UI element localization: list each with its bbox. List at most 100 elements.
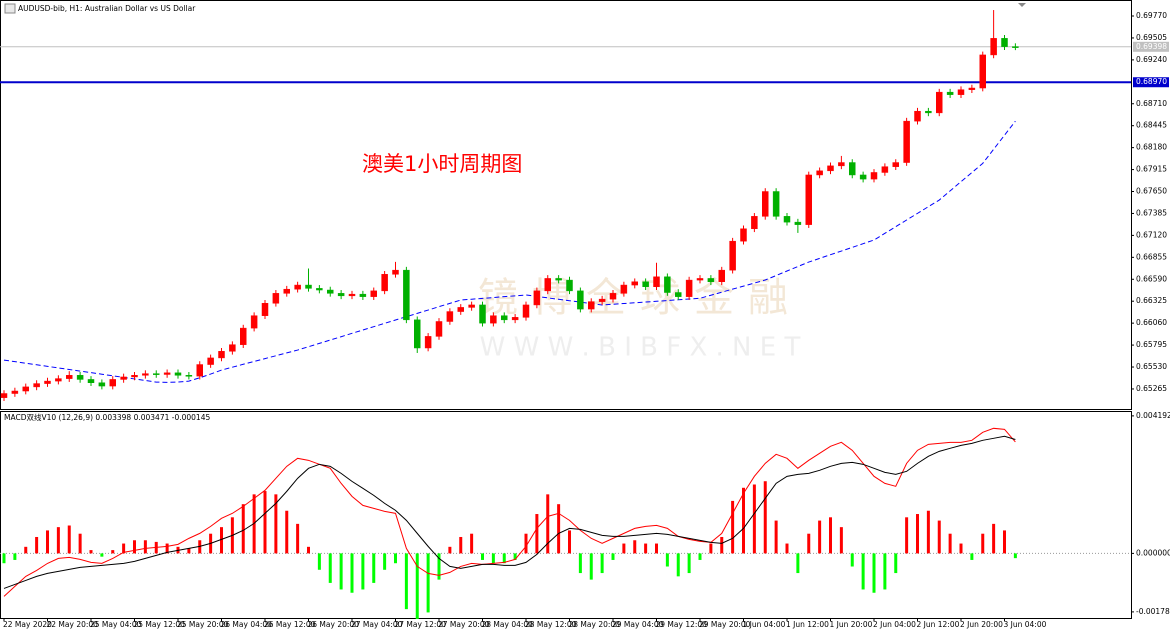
x-tick-label: 29 May 20:00 (699, 620, 751, 629)
x-tick-label: 26 May 12:00 (264, 620, 316, 629)
candle-body (337, 293, 345, 297)
x-tick-label: 29 May 12:00 (656, 620, 708, 629)
candle-body (696, 278, 704, 281)
candle-body (153, 373, 160, 375)
histogram-bar (1003, 530, 1006, 554)
candle-body (11, 390, 19, 394)
histogram-bar (687, 553, 691, 574)
y-tick-label: 0.68180 (1136, 143, 1167, 152)
histogram-bar (644, 543, 648, 554)
x-tick-label: 27 May 20:00 (438, 620, 490, 629)
candle-body (261, 303, 269, 316)
histogram-bar (557, 504, 561, 554)
candle-body (1012, 46, 1019, 48)
y-tick-label: -0.001784 (1136, 607, 1170, 616)
y-tick-label: 0.69770 (1136, 11, 1167, 20)
candle-body (892, 162, 899, 167)
histogram-bar (133, 540, 136, 554)
candle-body (925, 110, 932, 114)
histogram-bar (720, 536, 724, 554)
histogram-bar (67, 525, 71, 554)
histogram-bar (665, 553, 669, 567)
histogram-bar (894, 553, 898, 574)
candle-body (66, 375, 73, 379)
histogram-bar (578, 553, 582, 574)
y-tick-label: 0.69505 (1136, 33, 1167, 42)
histogram-bar (872, 553, 876, 593)
histogram-bar (426, 553, 430, 613)
candle-body (805, 174, 812, 225)
x-tick-label: 26 May 20:00 (308, 620, 360, 629)
histogram-bar (796, 553, 800, 574)
histogram-bar (524, 533, 528, 554)
histogram-bar (698, 553, 702, 560)
candle-body (598, 298, 606, 302)
candle-body (511, 317, 519, 321)
candle-body (294, 284, 301, 290)
candle-body (55, 378, 62, 382)
price-label: 0.68970 (1136, 77, 1167, 86)
histogram-bar (1013, 553, 1017, 559)
histogram-bar (285, 510, 289, 554)
y-tick-label: 0.68710 (1136, 99, 1167, 108)
candle-body (979, 54, 986, 89)
histogram-bar (241, 504, 245, 554)
histogram-bar (502, 553, 506, 564)
histogram-bar (317, 553, 321, 570)
histogram-bar (655, 543, 658, 554)
histogram-bar (437, 553, 441, 580)
candle-body (120, 376, 127, 380)
x-tick-label: 27 May 12:00 (395, 620, 447, 629)
y-tick-label: 0.66855 (1136, 252, 1167, 261)
y-tick-label: 0.65265 (1136, 384, 1167, 393)
histogram-bar (35, 536, 39, 554)
candle-body (577, 290, 584, 310)
candle-body (446, 311, 454, 322)
price-label-box (1133, 77, 1169, 88)
histogram-bar (339, 553, 343, 590)
histogram-bar (709, 543, 713, 554)
candle-body (370, 290, 377, 297)
candle-body (642, 281, 649, 287)
candle-body (490, 315, 497, 324)
histogram-bar (926, 510, 930, 554)
candle-body (751, 216, 758, 230)
candle-body (305, 284, 312, 289)
histogram-bar (274, 494, 278, 554)
x-tick-label: 2 Jun 04:00 (873, 620, 916, 629)
histogram-bar (56, 527, 60, 554)
candle-body (870, 172, 878, 180)
y-tick-label: 0.66325 (1136, 296, 1167, 305)
histogram-bar (513, 553, 517, 560)
candle-body (881, 166, 889, 173)
candle-body (859, 174, 867, 180)
histogram-bar (361, 553, 365, 590)
histogram-bar (818, 520, 822, 554)
histogram-bar (948, 533, 952, 554)
candle-body (903, 120, 910, 163)
histogram-bar (633, 540, 637, 554)
candle-body (240, 327, 247, 345)
candle-body (392, 269, 399, 275)
candle-body (827, 165, 834, 172)
histogram-bar (350, 553, 354, 593)
histogram-bar (143, 540, 147, 554)
histogram-bar (992, 523, 996, 554)
histogram-bar (111, 550, 115, 554)
candle-body (468, 304, 475, 308)
histogram-bar (763, 481, 767, 554)
candle-body (783, 216, 791, 223)
candle-body (718, 269, 725, 283)
histogram-bar (883, 553, 887, 590)
candle-body (381, 274, 388, 292)
histogram-bar (774, 520, 778, 554)
candle-body (685, 279, 693, 297)
candle-body (957, 89, 965, 95)
histogram-bar (404, 553, 408, 610)
candle-body (174, 372, 182, 376)
candle-body (33, 383, 40, 388)
histogram-bar (861, 553, 865, 590)
histogram-bar (122, 543, 126, 554)
x-tick-label: 25 May 04:00 (90, 620, 142, 629)
x-tick-label: 26 May 04:00 (221, 620, 273, 629)
